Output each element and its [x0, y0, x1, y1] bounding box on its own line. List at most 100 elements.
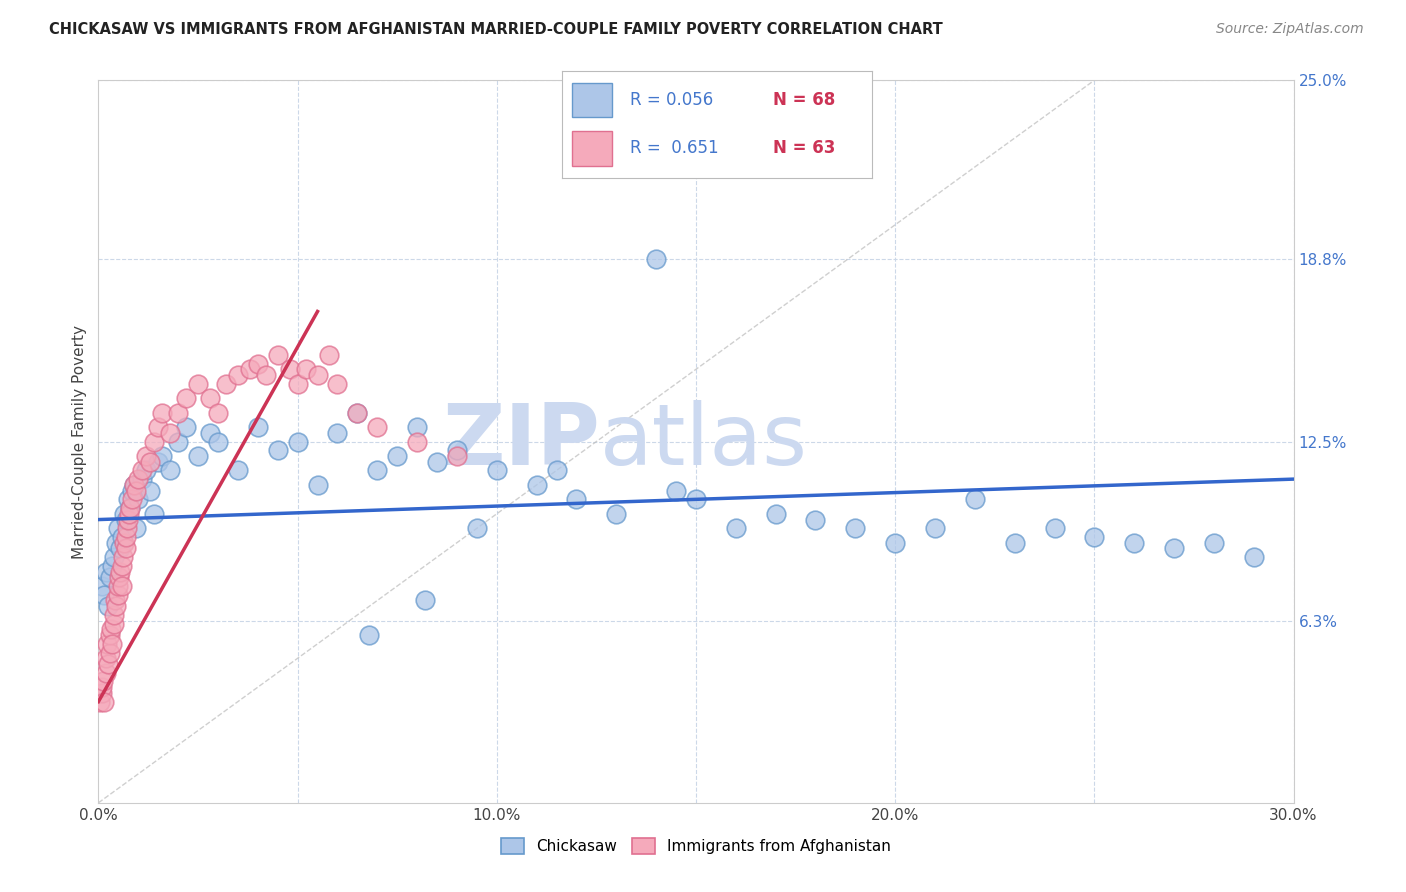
Point — [89, 695, 111, 709]
Point — [114, 541, 136, 556]
Point — [143, 434, 166, 449]
Point — [117, 492, 139, 507]
Point — [1123, 535, 1146, 549]
Point — [91, 674, 114, 689]
Point — [278, 362, 301, 376]
Point — [107, 579, 129, 593]
Point — [546, 463, 568, 477]
Point — [111, 558, 134, 573]
Text: Source: ZipAtlas.com: Source: ZipAtlas.com — [1216, 22, 1364, 37]
Point — [143, 507, 166, 521]
Point — [148, 455, 170, 469]
Point — [665, 483, 688, 498]
Point — [198, 391, 221, 405]
Point — [110, 565, 132, 579]
Point — [174, 391, 197, 405]
Point — [107, 588, 129, 602]
Point — [100, 623, 122, 637]
Point — [101, 637, 124, 651]
Point — [426, 455, 449, 469]
Point — [118, 507, 141, 521]
Point — [121, 492, 143, 507]
Point — [198, 425, 221, 440]
Point — [105, 599, 128, 614]
Point — [112, 507, 135, 521]
Point — [724, 521, 747, 535]
Point — [844, 521, 866, 535]
Point — [98, 570, 122, 584]
Point — [287, 434, 309, 449]
Point — [90, 686, 112, 700]
Point — [135, 463, 157, 477]
Point — [127, 472, 149, 486]
Point — [215, 376, 238, 391]
Point — [963, 492, 986, 507]
Point — [124, 478, 146, 492]
Point — [120, 501, 142, 516]
Point — [346, 406, 368, 420]
Point — [605, 507, 627, 521]
Point — [93, 695, 115, 709]
Point — [287, 376, 309, 391]
Point — [318, 348, 340, 362]
Point — [526, 478, 548, 492]
Point — [96, 637, 118, 651]
Point — [97, 657, 120, 671]
Point — [366, 420, 388, 434]
Point — [924, 521, 946, 535]
Text: atlas: atlas — [600, 400, 808, 483]
Point — [115, 512, 138, 526]
Text: CHICKASAW VS IMMIGRANTS FROM AFGHANISTAN MARRIED-COUPLE FAMILY POVERTY CORRELATI: CHICKASAW VS IMMIGRANTS FROM AFGHANISTAN… — [49, 22, 943, 37]
Point — [159, 463, 181, 477]
Point — [307, 478, 329, 492]
Point — [108, 570, 131, 584]
Point — [406, 434, 429, 449]
Point — [105, 535, 128, 549]
Point — [187, 376, 209, 391]
Point — [366, 463, 388, 477]
Point — [124, 478, 146, 492]
Point — [1202, 535, 1225, 549]
Point — [101, 558, 124, 573]
Point — [1243, 550, 1265, 565]
Point — [139, 455, 162, 469]
Point — [115, 530, 138, 544]
Point — [1004, 535, 1026, 549]
Point — [150, 449, 173, 463]
Point — [167, 434, 190, 449]
Point — [267, 348, 290, 362]
Point — [127, 492, 149, 507]
Point — [385, 449, 409, 463]
Text: ZIP: ZIP — [443, 400, 600, 483]
Point — [565, 492, 588, 507]
Point — [125, 483, 148, 498]
Point — [107, 521, 129, 535]
Text: N = 63: N = 63 — [773, 139, 835, 157]
Text: N = 68: N = 68 — [773, 91, 835, 109]
Point — [884, 535, 907, 549]
Point — [98, 646, 121, 660]
Point — [110, 541, 132, 556]
Point — [267, 443, 290, 458]
Point — [103, 607, 125, 622]
Point — [446, 449, 468, 463]
Point — [112, 550, 135, 565]
Point — [117, 512, 139, 526]
Point — [246, 357, 269, 371]
Point — [187, 449, 209, 463]
Point — [98, 628, 122, 642]
Point — [103, 616, 125, 631]
Text: R = 0.056: R = 0.056 — [630, 91, 714, 109]
Point — [96, 651, 118, 665]
Point — [465, 521, 488, 535]
Point — [294, 362, 316, 376]
Point — [346, 406, 368, 420]
Point — [804, 512, 827, 526]
Point — [131, 472, 153, 486]
Point — [254, 368, 277, 382]
Point — [485, 463, 508, 477]
Point — [246, 420, 269, 434]
Point — [103, 550, 125, 565]
Point — [96, 565, 118, 579]
Point — [110, 579, 132, 593]
